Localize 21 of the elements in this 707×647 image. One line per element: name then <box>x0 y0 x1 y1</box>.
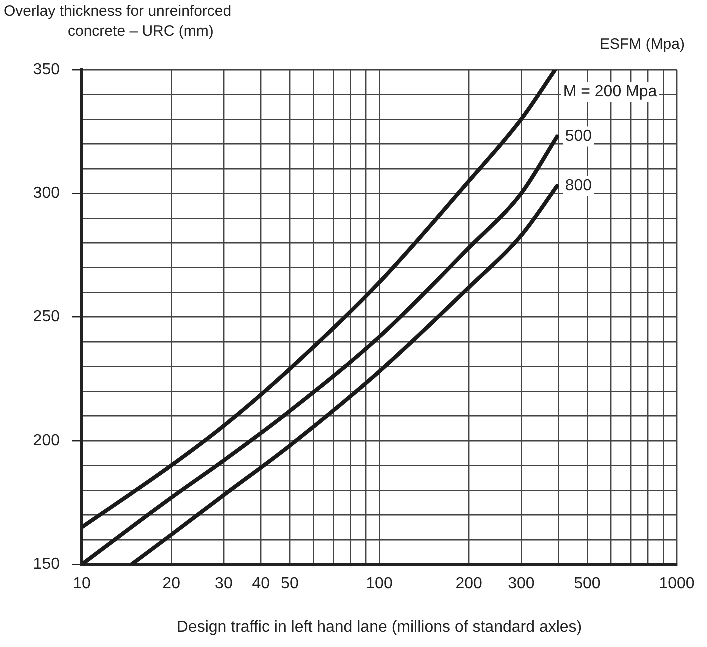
x-tick-label: 30 <box>215 576 233 593</box>
x-axis-title: Design traffic in left hand lane (millions of standard axles) <box>176 618 582 636</box>
series-label: M = 200 Mpa <box>563 83 658 100</box>
y-tick-label: 300 <box>33 185 60 202</box>
y-tick-label: 150 <box>33 556 60 574</box>
x-tick-label: 500 <box>574 576 601 593</box>
x-tick-label: 50 <box>281 576 299 593</box>
legend-title: ESFM (Mpa) <box>600 36 685 53</box>
x-tick-label: 10 <box>73 576 91 593</box>
x-tick-label: 1000 <box>659 576 695 593</box>
y-tick-label: 350 <box>33 61 60 78</box>
x-tick-label: 300 <box>508 576 535 593</box>
x-tick-label: 20 <box>162 576 181 593</box>
x-tick-label: 40 <box>252 576 270 593</box>
y-tick-label: 200 <box>33 432 60 450</box>
y-axis-title: Overlay thickness for unreinforced concrete – URC (mm) <box>4 2 232 42</box>
x-tick-label: 100 <box>366 576 393 593</box>
x-tick-label: 200 <box>456 576 482 593</box>
y-tick-label: 250 <box>33 308 60 326</box>
series-label: 500 <box>565 128 592 146</box>
series-label: 800 <box>565 178 592 195</box>
